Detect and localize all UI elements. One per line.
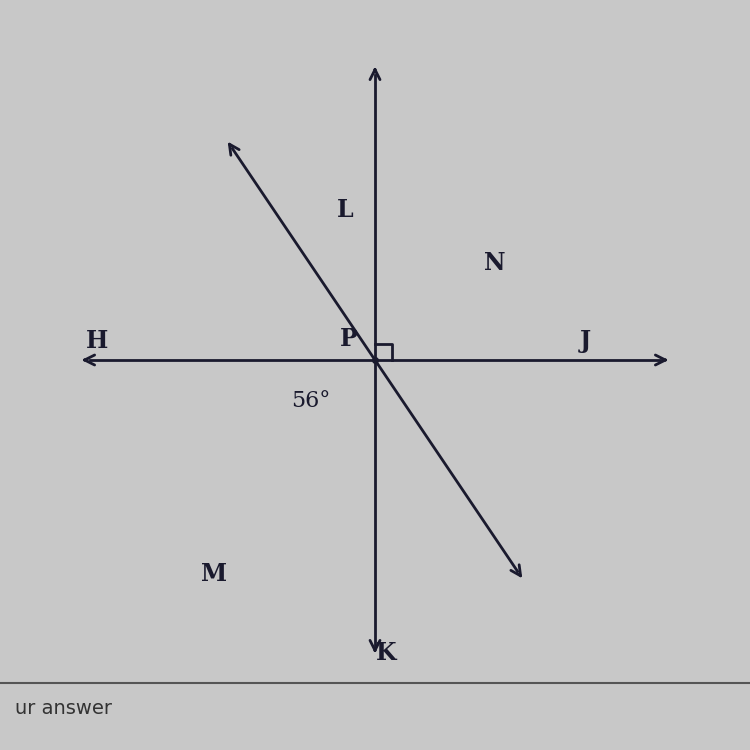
Text: N: N [484, 251, 506, 274]
Text: K: K [376, 640, 397, 664]
Text: H: H [86, 329, 109, 353]
Text: P: P [340, 327, 358, 351]
Text: L: L [337, 198, 353, 222]
Text: 56°: 56° [292, 390, 331, 412]
Text: ur answer: ur answer [15, 699, 112, 718]
Text: J: J [580, 329, 590, 353]
Text: M: M [201, 562, 226, 586]
